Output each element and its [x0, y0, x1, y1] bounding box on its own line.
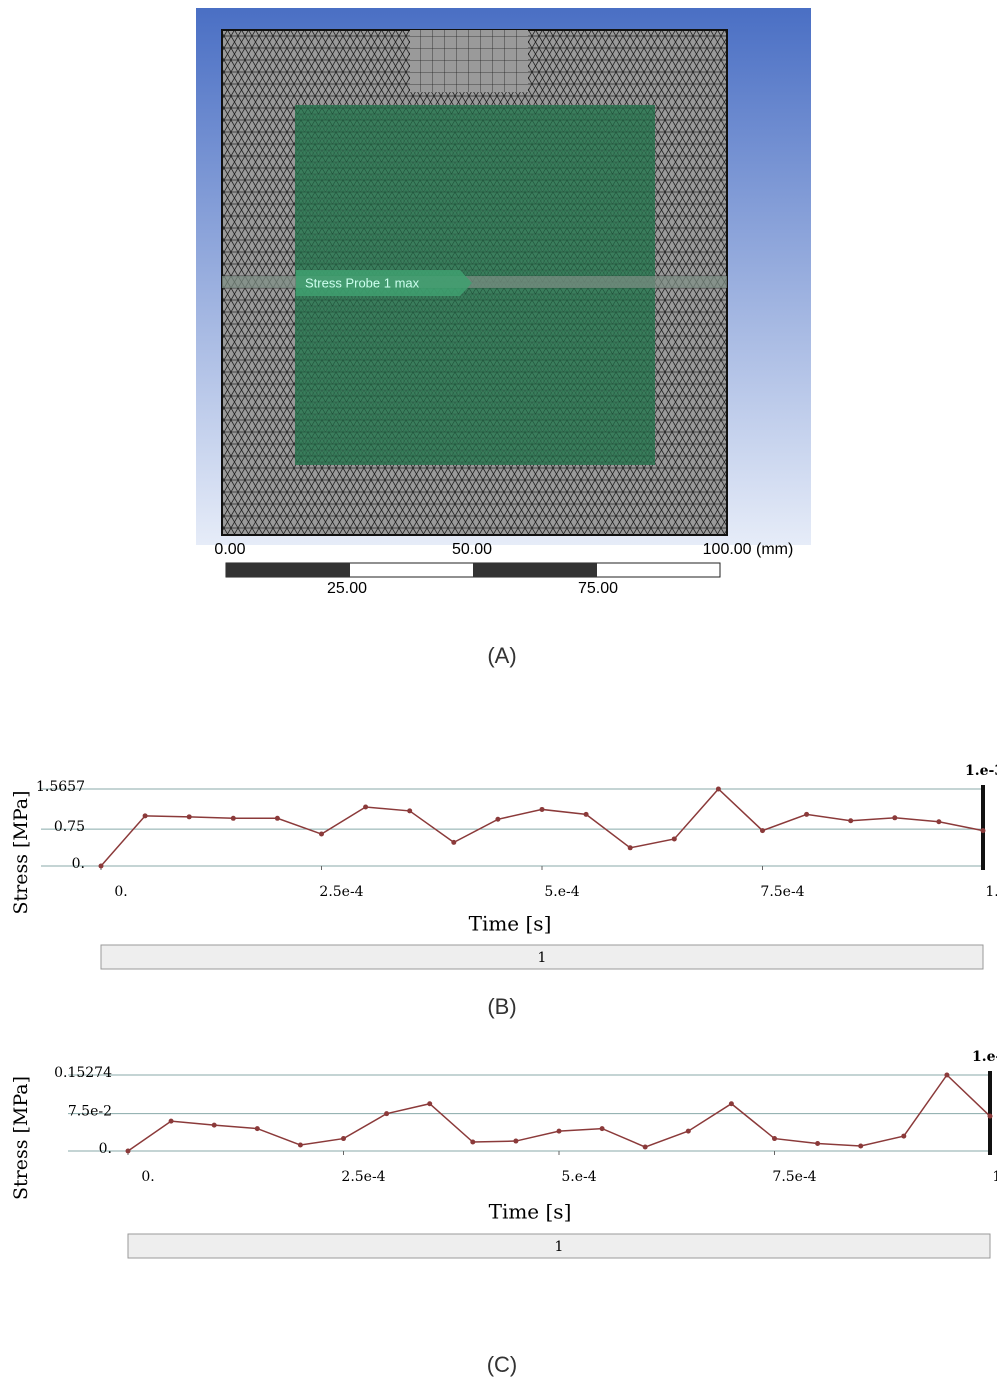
data-point [142, 813, 148, 819]
scale-segment [226, 563, 350, 577]
probe-label: Stress Probe 1 max [305, 275, 420, 290]
time-slider [100, 944, 984, 970]
data-point [804, 811, 810, 817]
mesh-view: Stress Probe 1 max [196, 8, 811, 545]
y-tick-label: 0. [72, 856, 85, 872]
slider-label: 1 [555, 1239, 564, 1255]
y-tick-label: 7.5e-2 [68, 1104, 112, 1120]
y-tick-label: 0. [99, 1141, 112, 1157]
scale-label: 75.00 [578, 580, 618, 597]
data-point [98, 863, 104, 869]
data-point [715, 786, 721, 792]
data-point [451, 839, 457, 845]
x-tick-label: 5.e-4 [561, 1169, 596, 1185]
data-point [495, 816, 501, 822]
x-tick-label: 2.5e-4 [319, 884, 363, 900]
data-point [685, 1128, 691, 1134]
panel-label: (C) [487, 1352, 518, 1377]
data-point [642, 1144, 648, 1150]
data-point [944, 1072, 950, 1078]
x-tick-label: 7.5e-4 [772, 1169, 816, 1185]
cursor-label: 1.e-3 [972, 1049, 997, 1065]
data-point [427, 1101, 433, 1107]
data-point [341, 1136, 346, 1142]
scale-bar [225, 562, 721, 578]
data-point [211, 1122, 217, 1128]
data-point [297, 1142, 303, 1148]
data-point [186, 814, 192, 820]
y-tick-label: 0.15274 [54, 1065, 112, 1081]
data-point [760, 828, 765, 834]
data-point [599, 1126, 605, 1132]
data-point [407, 808, 413, 814]
scale-label: 25.00 [327, 580, 367, 597]
y-tick-label: 1.5657 [36, 779, 85, 795]
time-slider [127, 1233, 991, 1259]
x-axis-label: Time [s] [469, 912, 552, 936]
y-axis-label: Stress [MPa] [10, 1076, 32, 1200]
mesh-inlet [410, 30, 528, 92]
data-point [987, 1113, 993, 1119]
panel-label: (A) [487, 643, 516, 668]
data-point [319, 831, 324, 837]
probe-tag [296, 270, 472, 296]
data-point [513, 1138, 519, 1144]
x-tick-label: 0. [114, 884, 127, 900]
data-point [274, 815, 280, 821]
y-axis-label: Stress [MPa] [10, 790, 32, 914]
data-point [125, 1148, 131, 1154]
x-tick-label: 1.e-3 [985, 884, 997, 900]
slider-label: 1 [538, 950, 547, 966]
x-tick-label: 7.5e-4 [760, 884, 804, 900]
data-point [815, 1141, 821, 1147]
data-point [901, 1133, 907, 1139]
data-point [848, 818, 854, 824]
x-tick-label: 2.5e-4 [341, 1169, 385, 1185]
panel-label: (B) [487, 994, 516, 1019]
data-point [892, 815, 898, 821]
data-point [230, 815, 236, 821]
data-point [858, 1143, 864, 1149]
data-point [980, 828, 986, 834]
data-point [583, 811, 589, 817]
x-tick-label: 0. [141, 1169, 154, 1185]
data-point [363, 804, 369, 810]
scale-label: 100.00 (mm) [703, 541, 794, 558]
data-point [671, 836, 677, 842]
x-tick-label: 5.e-4 [544, 884, 579, 900]
y-tick-label: 0.75 [54, 819, 85, 835]
x-axis-label: Time [s] [489, 1200, 572, 1224]
data-point [539, 806, 545, 812]
scale-label: 0.00 [214, 541, 245, 558]
scale-label: 50.00 [452, 541, 492, 558]
data-point [728, 1101, 734, 1107]
data-point [384, 1111, 390, 1117]
x-tick-label: 1.e-3 [992, 1169, 997, 1185]
cursor-label: 1.e-3 [965, 763, 997, 779]
data-point [772, 1136, 777, 1142]
scale-segment [473, 563, 597, 577]
data-point [254, 1126, 260, 1132]
data-point [556, 1128, 562, 1134]
series-line [100, 787, 984, 867]
data-point [936, 819, 942, 825]
series-line [127, 1073, 991, 1152]
data-point [627, 845, 633, 851]
data-point [168, 1118, 174, 1124]
data-point [470, 1139, 476, 1145]
